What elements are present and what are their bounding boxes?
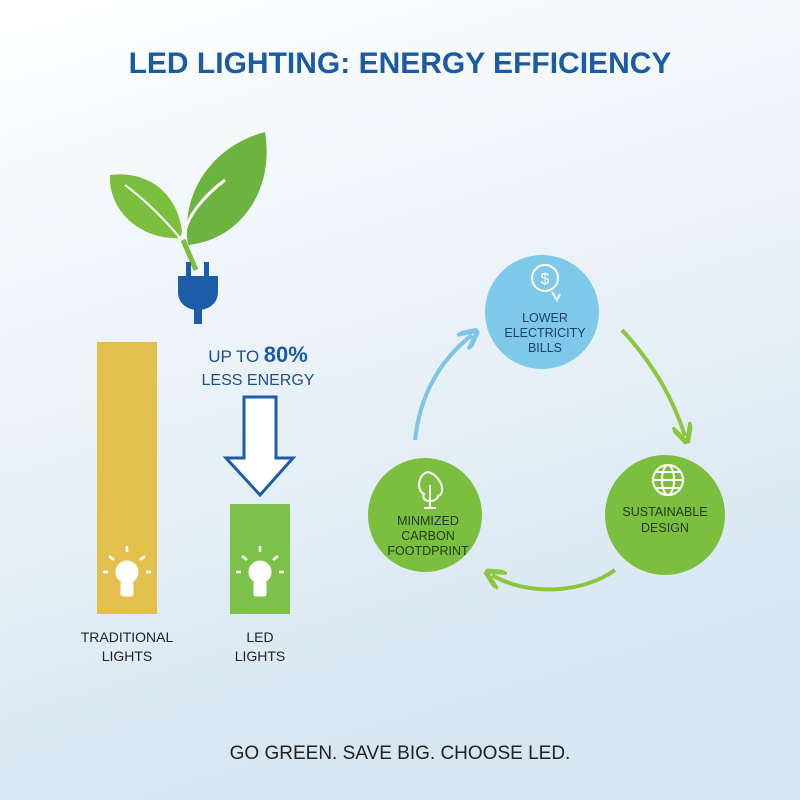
title: LED LIGHTING: ENERGY EFFICIENCY [129,47,672,80]
tree-icon [418,470,444,509]
savings-line: UP TO 80% [208,342,308,367]
node-label: ELECTRICITY [504,326,586,340]
node-label: BILLS [528,341,562,355]
svg-text:$: $ [541,271,550,288]
node-label: CARBON [401,529,454,543]
savings-amount: 80% [264,342,308,367]
savings-suffix: LESS ENERGY [202,372,315,389]
bar-label: LIGHTS [235,648,286,664]
leaf-plug-icon [109,132,267,324]
bulb-icon [236,546,284,597]
footer-tagline: GO GREEN. SAVE BIG. CHOOSE LED. [230,743,571,764]
globe-icon [652,464,684,496]
bar-label: LED [246,629,273,645]
bar-label: LIGHTS [102,648,153,664]
node-label: LOWER [522,311,568,325]
bar-label: TRADITIONAL [81,629,174,645]
cycle-node [605,455,725,575]
node-label: MINMIZED [397,514,459,528]
down-arrow [222,395,297,498]
led-bar [230,504,290,614]
bulb-icon [103,546,151,597]
savings-prefix: UP TO [208,347,259,366]
node-label: FOOTDPRINT [387,544,469,558]
dollar-icon: $ [531,264,561,303]
cycle-node [368,458,482,572]
cycle-arrow [620,328,685,436]
cycle-arrow [492,570,617,592]
node-label: SUSTAINABLE [622,505,707,519]
cycle-node [485,255,599,369]
node-label: DESIGN [641,521,689,535]
cycle-arrow [413,335,472,441]
